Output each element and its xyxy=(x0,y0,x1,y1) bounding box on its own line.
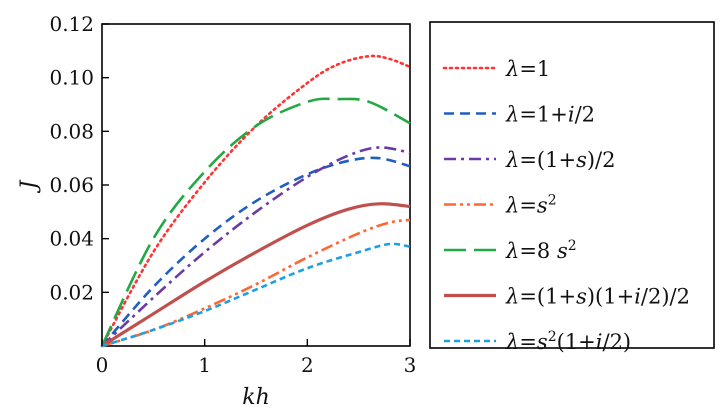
y-tick-label: 0.10 xyxy=(49,66,94,90)
y-tick-label: 0.04 xyxy=(49,227,94,251)
series-line-5 xyxy=(100,97,411,347)
y-tick-label: 0.08 xyxy=(49,119,94,143)
legend-label: λ=s2 xyxy=(505,193,557,218)
x-tick-label: 0 xyxy=(96,353,109,377)
legend-entry: λ=8 s2 xyxy=(444,238,577,263)
legend-label: λ=(1+s)(1+i/2)/2 xyxy=(505,285,690,309)
legend-label: λ=1+i/2 xyxy=(505,103,595,127)
series-line-2 xyxy=(101,156,411,347)
x-tick-label: 2 xyxy=(301,353,314,377)
series-line-1 xyxy=(100,54,412,348)
y-tick-label: 0.02 xyxy=(49,280,94,304)
series-layer xyxy=(100,54,412,348)
legend-entry: λ=1 xyxy=(442,57,550,81)
x-tick-label: 3 xyxy=(404,353,417,377)
y-axis-label: J xyxy=(17,179,42,193)
plot-area: 0 1 2 3 0.02 0.04 0.06 0.08 0.10 0.12 kh J xyxy=(17,12,416,410)
legend-frame xyxy=(429,21,715,349)
legend-entry: λ=1+i/2 xyxy=(444,103,595,127)
y-tick-label: 0.12 xyxy=(49,12,94,36)
legend-entry: λ=s2 xyxy=(444,193,557,218)
series-line-4 xyxy=(101,218,411,348)
ticks-layer: 0 1 2 3 0.02 0.04 0.06 0.08 0.10 0.12 xyxy=(49,12,416,377)
y-tick-label: 0.06 xyxy=(49,173,94,197)
legend-entry: λ=s2(1+i/2) xyxy=(444,329,631,354)
legend-label: λ=1 xyxy=(505,57,550,81)
legend-label: λ=8 s2 xyxy=(505,238,577,263)
legend-entry: λ=(1+s)(1+i/2)/2 xyxy=(444,285,690,309)
legend-label: λ=(1+s)/2 xyxy=(505,148,615,172)
x-axis-label: kh xyxy=(242,385,270,410)
x-tick-label: 1 xyxy=(198,353,211,377)
legend-label: λ=s2(1+i/2) xyxy=(505,329,631,354)
legend: λ=1 λ=1+i/2 λ=(1+s)/2 λ=s2 λ=8 s2 λ=(1+s)(1+i… xyxy=(429,21,715,354)
legend-entries: λ=1 λ=1+i/2 λ=(1+s)/2 λ=s2 λ=8 s2 λ=(1+s)(1+i… xyxy=(442,57,690,354)
series-line-7 xyxy=(101,242,411,348)
plot-frame xyxy=(101,23,411,347)
series-line-6 xyxy=(101,202,411,348)
legend-entry: λ=(1+s)/2 xyxy=(444,148,615,172)
